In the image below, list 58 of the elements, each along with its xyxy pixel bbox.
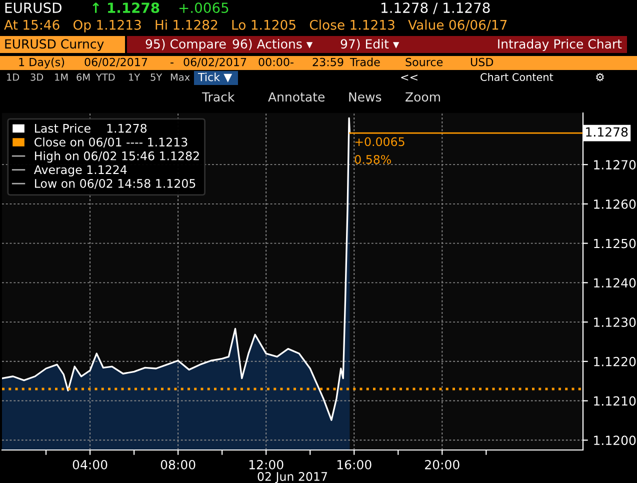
y-tick-label: 1.1210 [594, 396, 636, 406]
text: 97) Edit ▾ [340, 38, 400, 50]
text: << [401, 74, 418, 81]
text: USD [470, 58, 494, 66]
annotation: Average 1.1224 [34, 165, 127, 176]
text: 95) Compare [146, 38, 226, 52]
text: At 15:46 Op 1.1213 Hi 1.1282 Lo 1.1205 Close 1.1213 Value 06/06/17 [4, 20, 507, 32]
y-tick-label: 1.1260 [594, 199, 636, 209]
text: Annotate [268, 92, 325, 102]
text: YTD [96, 74, 115, 81]
text: 1M [55, 74, 68, 81]
text: 06/02/2017 [184, 58, 246, 68]
annotation: 0.58% [354, 154, 391, 164]
text: Last Price 1.1278 [35, 124, 147, 133]
text: Max [170, 74, 190, 81]
text: ⚙ [596, 72, 604, 82]
legend-label: Close on 06/01 ---- 1.1213 [34, 137, 188, 148]
y-tick-label: 1.1220 [594, 356, 636, 366]
text: 1 Day(s) [19, 58, 64, 68]
y-tick-label: 1.1270 [594, 160, 636, 170]
text: Intraday Price Chart [498, 38, 622, 52]
text: +.0065 [179, 2, 228, 14]
x-tick-label: 08:00 [160, 460, 196, 470]
text: 1.1278 / 1.1278 [382, 2, 490, 14]
x-tick-label: 20:00 [425, 460, 460, 470]
text: 5Y [150, 74, 162, 81]
text: 00:00 [258, 58, 290, 66]
text: ↑ 1.1278 [92, 2, 160, 14]
text: 1D [7, 74, 20, 81]
text: 3D [30, 73, 44, 81]
text: 6M [76, 73, 90, 81]
text: Tick ▼ [198, 72, 232, 82]
text: EURUSD [5, 2, 62, 14]
x-tick-label: 16:00 [337, 460, 372, 470]
y-tick-label: 1.1200 [594, 436, 636, 446]
y-tick-label: 1.1230 [594, 318, 636, 327]
text: Track [202, 92, 235, 102]
text: Chart Content [480, 72, 554, 82]
x-tick-label: 12:00 [249, 460, 284, 470]
text: 06/02/2017 [84, 58, 148, 68]
annotation: +0.0065 [355, 137, 404, 146]
text: Trade [350, 58, 380, 66]
text: - [290, 62, 294, 64]
text: - [170, 62, 174, 64]
y-tick-label: 1.1250 [594, 238, 636, 248]
annotation: High on 06/02 15:46 1.1282 [35, 151, 199, 163]
y-tick-label: 1.1240 [594, 278, 636, 288]
annotation: Low on 06/02 14:58 1.1205 [35, 178, 196, 189]
text: 1Y [129, 74, 140, 81]
text: News [349, 92, 382, 102]
ref-line-label: 1.1278 [586, 127, 628, 137]
x-axis-title: 02 Jun 2017 [258, 472, 327, 483]
text: 23:59 [312, 58, 344, 66]
x-tick-label: 04:00 [72, 460, 108, 470]
text: Source [406, 58, 443, 66]
text: Zoom [406, 92, 440, 102]
text: EURUSD Curncy [5, 39, 104, 52]
text: 96) Actions ▾ [232, 38, 313, 50]
